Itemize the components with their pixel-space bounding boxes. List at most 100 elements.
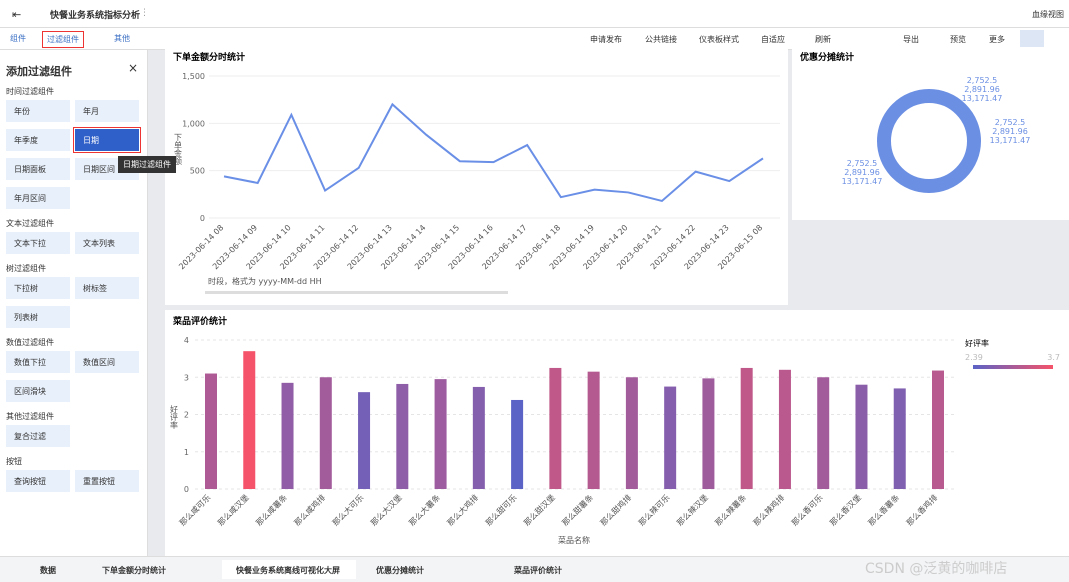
scrollbar <box>205 291 508 294</box>
toolbar-button[interactable]: 仪表板样式 <box>699 35 739 44</box>
data-label: 2,891.96 <box>844 168 880 177</box>
filter-item[interactable]: 日期面板 <box>6 158 70 180</box>
x-tick-label: 那么甜鸡排 <box>598 492 633 527</box>
y-tick-label: 1,500 <box>182 72 205 81</box>
bar <box>472 386 485 489</box>
item-label: 重置按钮 <box>83 476 115 486</box>
filter-item[interactable]: 查询按钮 <box>6 470 70 492</box>
sheet-tab[interactable]: 数据 <box>26 560 76 579</box>
legend-title: 好评率 <box>965 338 989 348</box>
data-label: 2,891.96 <box>964 85 1000 94</box>
tab-label: 数据 <box>40 566 56 575</box>
group-heading: 按钮 <box>6 457 22 466</box>
sheet-tab[interactable]: 快餐业务系统离线可视化大屏 <box>222 560 356 579</box>
x-tick-label: 那么大薯条 <box>407 492 442 527</box>
toolbar-tab[interactable]: 其他 <box>114 34 130 43</box>
filter-item[interactable]: 区间滑块 <box>6 380 70 402</box>
donut-card: 优惠分摊统计 2,752.5 2,891.96 13,171.47 2,752.5 2,8… <box>792 48 1069 220</box>
y-axis-label: 下单金额 <box>174 133 183 166</box>
x-tick-label: 那么辣鸡排 <box>751 492 786 527</box>
dashboard-title: 快餐业务系统指标分析 <box>50 11 141 21</box>
sheet-tab[interactable]: 优惠分摊统计 <box>362 560 482 579</box>
data-label: 13,171.47 <box>842 177 883 186</box>
filter-item[interactable]: 数值下拉 <box>6 351 70 373</box>
filter-item[interactable]: 文本下拉 <box>6 232 70 254</box>
group-heading: 数值过滤组件 <box>6 338 54 347</box>
toolbar: 组件 过滤组件 其他 申请发布 公共链接 仪表板样式 自适应 刷新 导出 预览 更多 <box>0 28 1069 50</box>
x-axis-label: 菜品名称 <box>558 535 590 545</box>
toolbar-button[interactable]: 导出 <box>903 35 919 44</box>
sheet-tab[interactable]: 菜品评价统计 <box>500 560 620 579</box>
watermark: CSDN @泛黄的咖啡店 <box>865 561 1008 577</box>
bar-card: 菜品评价统计 0 1 2 3 4 好评率 那么咸可乐 那么咸汉堡 那么咸薯条 那么咸鸡排 那么大可乐那… <box>165 310 1069 556</box>
menu-dots[interactable]: ⋮ <box>140 8 149 18</box>
y-tick-label: 1,000 <box>182 119 205 128</box>
line-series <box>223 102 764 203</box>
y-tick-label: 0 <box>184 485 189 494</box>
item-label: 树标签 <box>83 283 107 293</box>
toolbar-button[interactable]: 公共链接 <box>645 35 677 44</box>
x-axis-note: 时段，格式为 yyyy-MM-dd HH <box>208 276 322 286</box>
x-tick-label: 那么辣薯条 <box>713 492 748 527</box>
y-tick-label: 4 <box>184 336 189 345</box>
bar <box>396 383 409 489</box>
bar <box>702 378 715 489</box>
filter-item[interactable]: 年季度 <box>6 129 70 151</box>
close-button[interactable]: × <box>128 61 139 75</box>
group-heading: 时间过滤组件 <box>6 87 54 96</box>
item-label: 区间滑块 <box>14 386 46 396</box>
filter-item[interactable]: 列表树 <box>6 306 70 328</box>
chart-title: 优惠分摊统计 <box>800 51 854 63</box>
toolbar-tab[interactable]: 过滤组件 <box>42 31 84 48</box>
toolbar-button[interactable]: 更多 <box>989 35 1005 44</box>
filter-item[interactable]: 复合过滤 <box>6 425 70 447</box>
filter-item[interactable]: 数值区间 <box>75 351 139 373</box>
x-tick-label: 那么甜薯条 <box>560 492 595 527</box>
bar <box>281 382 294 489</box>
filter-item[interactable]: 树标签 <box>75 277 139 299</box>
bar <box>625 377 638 489</box>
tab-bar: 数据 下单金额分时统计 快餐业务系统离线可视化大屏 优惠分摊统计 菜品评价统计 <box>0 556 1069 582</box>
bar <box>664 386 677 489</box>
back-icon[interactable]: ⇤ <box>12 8 22 21</box>
item-label: 文本下拉 <box>14 238 46 248</box>
x-tick-label: 那么香薯条 <box>866 492 901 527</box>
bar <box>893 388 906 489</box>
bar <box>855 384 868 489</box>
toolbar-button[interactable]: 预览 <box>950 35 966 44</box>
data-label: 13,171.47 <box>990 136 1031 145</box>
toolbar-tab[interactable]: 组件 <box>10 34 26 43</box>
tab-label: 下单金额分时统计 <box>102 566 166 575</box>
data-label: 13,171.47 <box>962 94 1003 103</box>
data-label: 2,752.5 <box>967 76 998 85</box>
x-tick-label: 那么咸鸡排 <box>292 492 327 527</box>
bar <box>587 371 600 489</box>
item-label: 列表树 <box>14 312 38 322</box>
lineage-button[interactable]: 血缘视图 <box>1032 10 1064 19</box>
x-tick-label: 那么大可乐 <box>330 492 365 527</box>
bar <box>243 351 256 489</box>
filter-panel: 添加过滤组件 × 时间过滤组件 年份 年月 年季度 日期 日期面板 日期区间 年月区间 文本过滤… <box>0 50 148 556</box>
device-toggle[interactable] <box>1020 30 1044 47</box>
toolbar-button[interactable]: 刷新 <box>815 35 831 44</box>
filter-item[interactable]: 年月区间 <box>6 187 70 209</box>
item-label: 文本列表 <box>83 238 115 248</box>
toolbar-button[interactable]: 申请发布 <box>590 35 622 44</box>
tooltip: 日期过滤组件 <box>118 156 176 173</box>
y-tick-label: 2 <box>184 411 189 420</box>
item-label: 年份 <box>14 106 30 116</box>
chart-svg: 菜品评价统计01234好评率那么咸可乐 那么咸汉堡 那么咸薯条 那么咸鸡排 那么大可乐那… <box>170 315 1061 545</box>
item-label: 下拉树 <box>14 283 38 293</box>
sheet-tab[interactable]: 下单金额分时统计 <box>88 560 208 579</box>
filter-item[interactable]: 年份 <box>6 100 70 122</box>
filter-item[interactable]: 年月 <box>75 100 139 122</box>
chart-title: 菜品评价统计 <box>172 315 227 327</box>
tab-label: 优惠分摊统计 <box>376 566 424 575</box>
bar <box>358 392 371 489</box>
filter-item[interactable]: 日期 <box>73 127 141 153</box>
toolbar-button[interactable]: 自适应 <box>761 35 785 44</box>
filter-item[interactable]: 文本列表 <box>75 232 139 254</box>
filter-item[interactable]: 下拉树 <box>6 277 70 299</box>
filter-item[interactable]: 重置按钮 <box>75 470 139 492</box>
